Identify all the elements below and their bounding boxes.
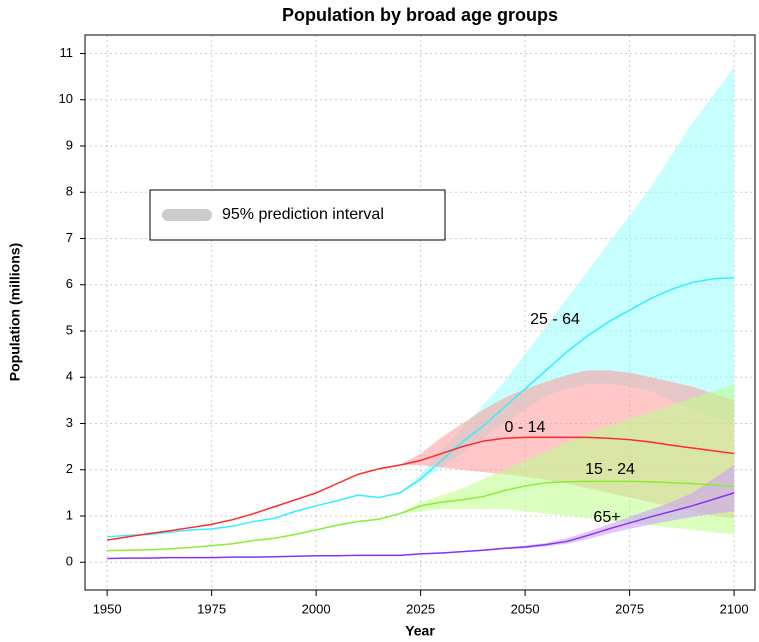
legend-box: [149, 189, 446, 241]
y-tick-label: 3: [66, 415, 73, 430]
x-axis-label: Year: [405, 623, 435, 639]
x-tick-label: 2075: [615, 601, 644, 616]
y-tick-label: 4: [66, 369, 73, 384]
y-tick-label: 6: [66, 276, 73, 291]
y-tick-label: 11: [60, 45, 74, 60]
series-line: [107, 480, 735, 552]
series-line: [107, 492, 735, 560]
plot-frame: [84, 34, 756, 591]
y-axis-label: Population (millions): [7, 243, 23, 381]
x-tick-label: 2025: [406, 601, 435, 616]
y-tick-label: 2: [66, 461, 73, 476]
series-label: 25 - 64: [530, 311, 580, 328]
y-tick-label: 10: [59, 91, 73, 106]
series-label: 65+: [593, 509, 620, 526]
y-tick-label: 7: [66, 230, 73, 245]
y-tick-label: 9: [66, 137, 73, 152]
series-line: [107, 277, 735, 538]
y-tick-label: 1: [66, 507, 73, 522]
x-tick-label: 2050: [511, 601, 540, 616]
x-tick-label: 2000: [302, 601, 331, 616]
prediction-band: [399, 465, 735, 556]
legend-label: 95% prediction interval: [222, 206, 384, 223]
x-tick-label: 1950: [93, 601, 122, 616]
y-tick-label: 5: [66, 322, 73, 337]
y-tick-label: 8: [66, 184, 73, 199]
series-label: 0 - 14: [505, 419, 546, 436]
series-label: 15 - 24: [585, 461, 635, 478]
y-tick-label: 0: [66, 554, 73, 569]
x-tick-label: 2100: [720, 601, 749, 616]
series-line: [107, 436, 735, 541]
x-tick-label: 1975: [197, 601, 226, 616]
chart-title: Population by broad age groups: [282, 5, 558, 25]
